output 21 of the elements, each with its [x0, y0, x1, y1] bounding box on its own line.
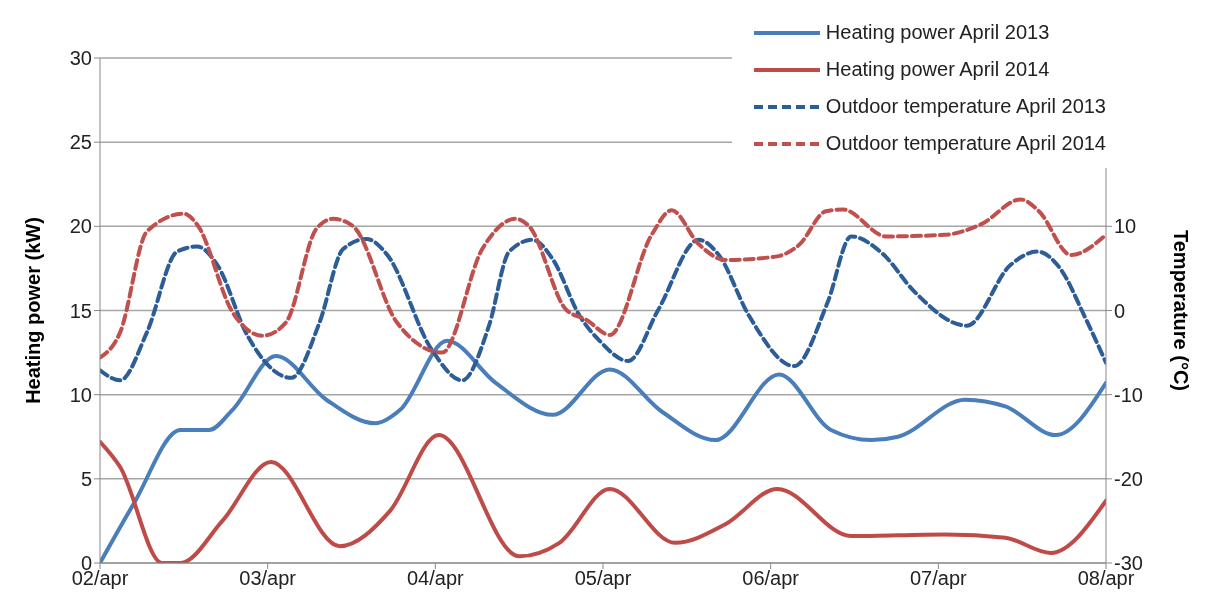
- legend-label: Outdoor temperature April 2014: [825, 132, 1106, 155]
- x-tick-label: 03/apr: [239, 567, 297, 590]
- y2-tick-label: 0: [1114, 299, 1126, 322]
- x-tick-label: 05/apr: [574, 567, 632, 590]
- y-tick-label: 25: [69, 131, 92, 154]
- legend-label: Heating power April 2014: [825, 58, 1050, 81]
- y-tick-label: 20: [69, 215, 92, 238]
- y2-axis-title: Temperature (°C): [1169, 230, 1192, 391]
- y-axis-title: Heating power (kW): [22, 217, 45, 404]
- y-tick-label: 30: [69, 47, 92, 70]
- x-tick-label: 06/apr: [742, 567, 800, 590]
- y-tick-label: 15: [69, 299, 92, 322]
- legend-label: Outdoor temperature April 2013: [825, 95, 1106, 118]
- legend-label: Heating power April 2013: [825, 21, 1050, 44]
- y2-tick-label: -10: [1114, 383, 1143, 406]
- x-tick-label: 07/apr: [909, 567, 968, 590]
- y-tick-label: 5: [80, 467, 92, 490]
- y2-tick-label: 10: [1114, 215, 1137, 238]
- x-tick-label: 04/apr: [406, 567, 465, 590]
- y2-tick-label: -20: [1114, 467, 1143, 490]
- y-tick-label: 10: [69, 383, 92, 406]
